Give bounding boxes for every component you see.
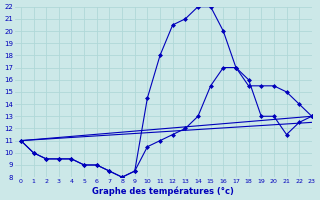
X-axis label: Graphe des températures (°c): Graphe des températures (°c) — [92, 186, 234, 196]
